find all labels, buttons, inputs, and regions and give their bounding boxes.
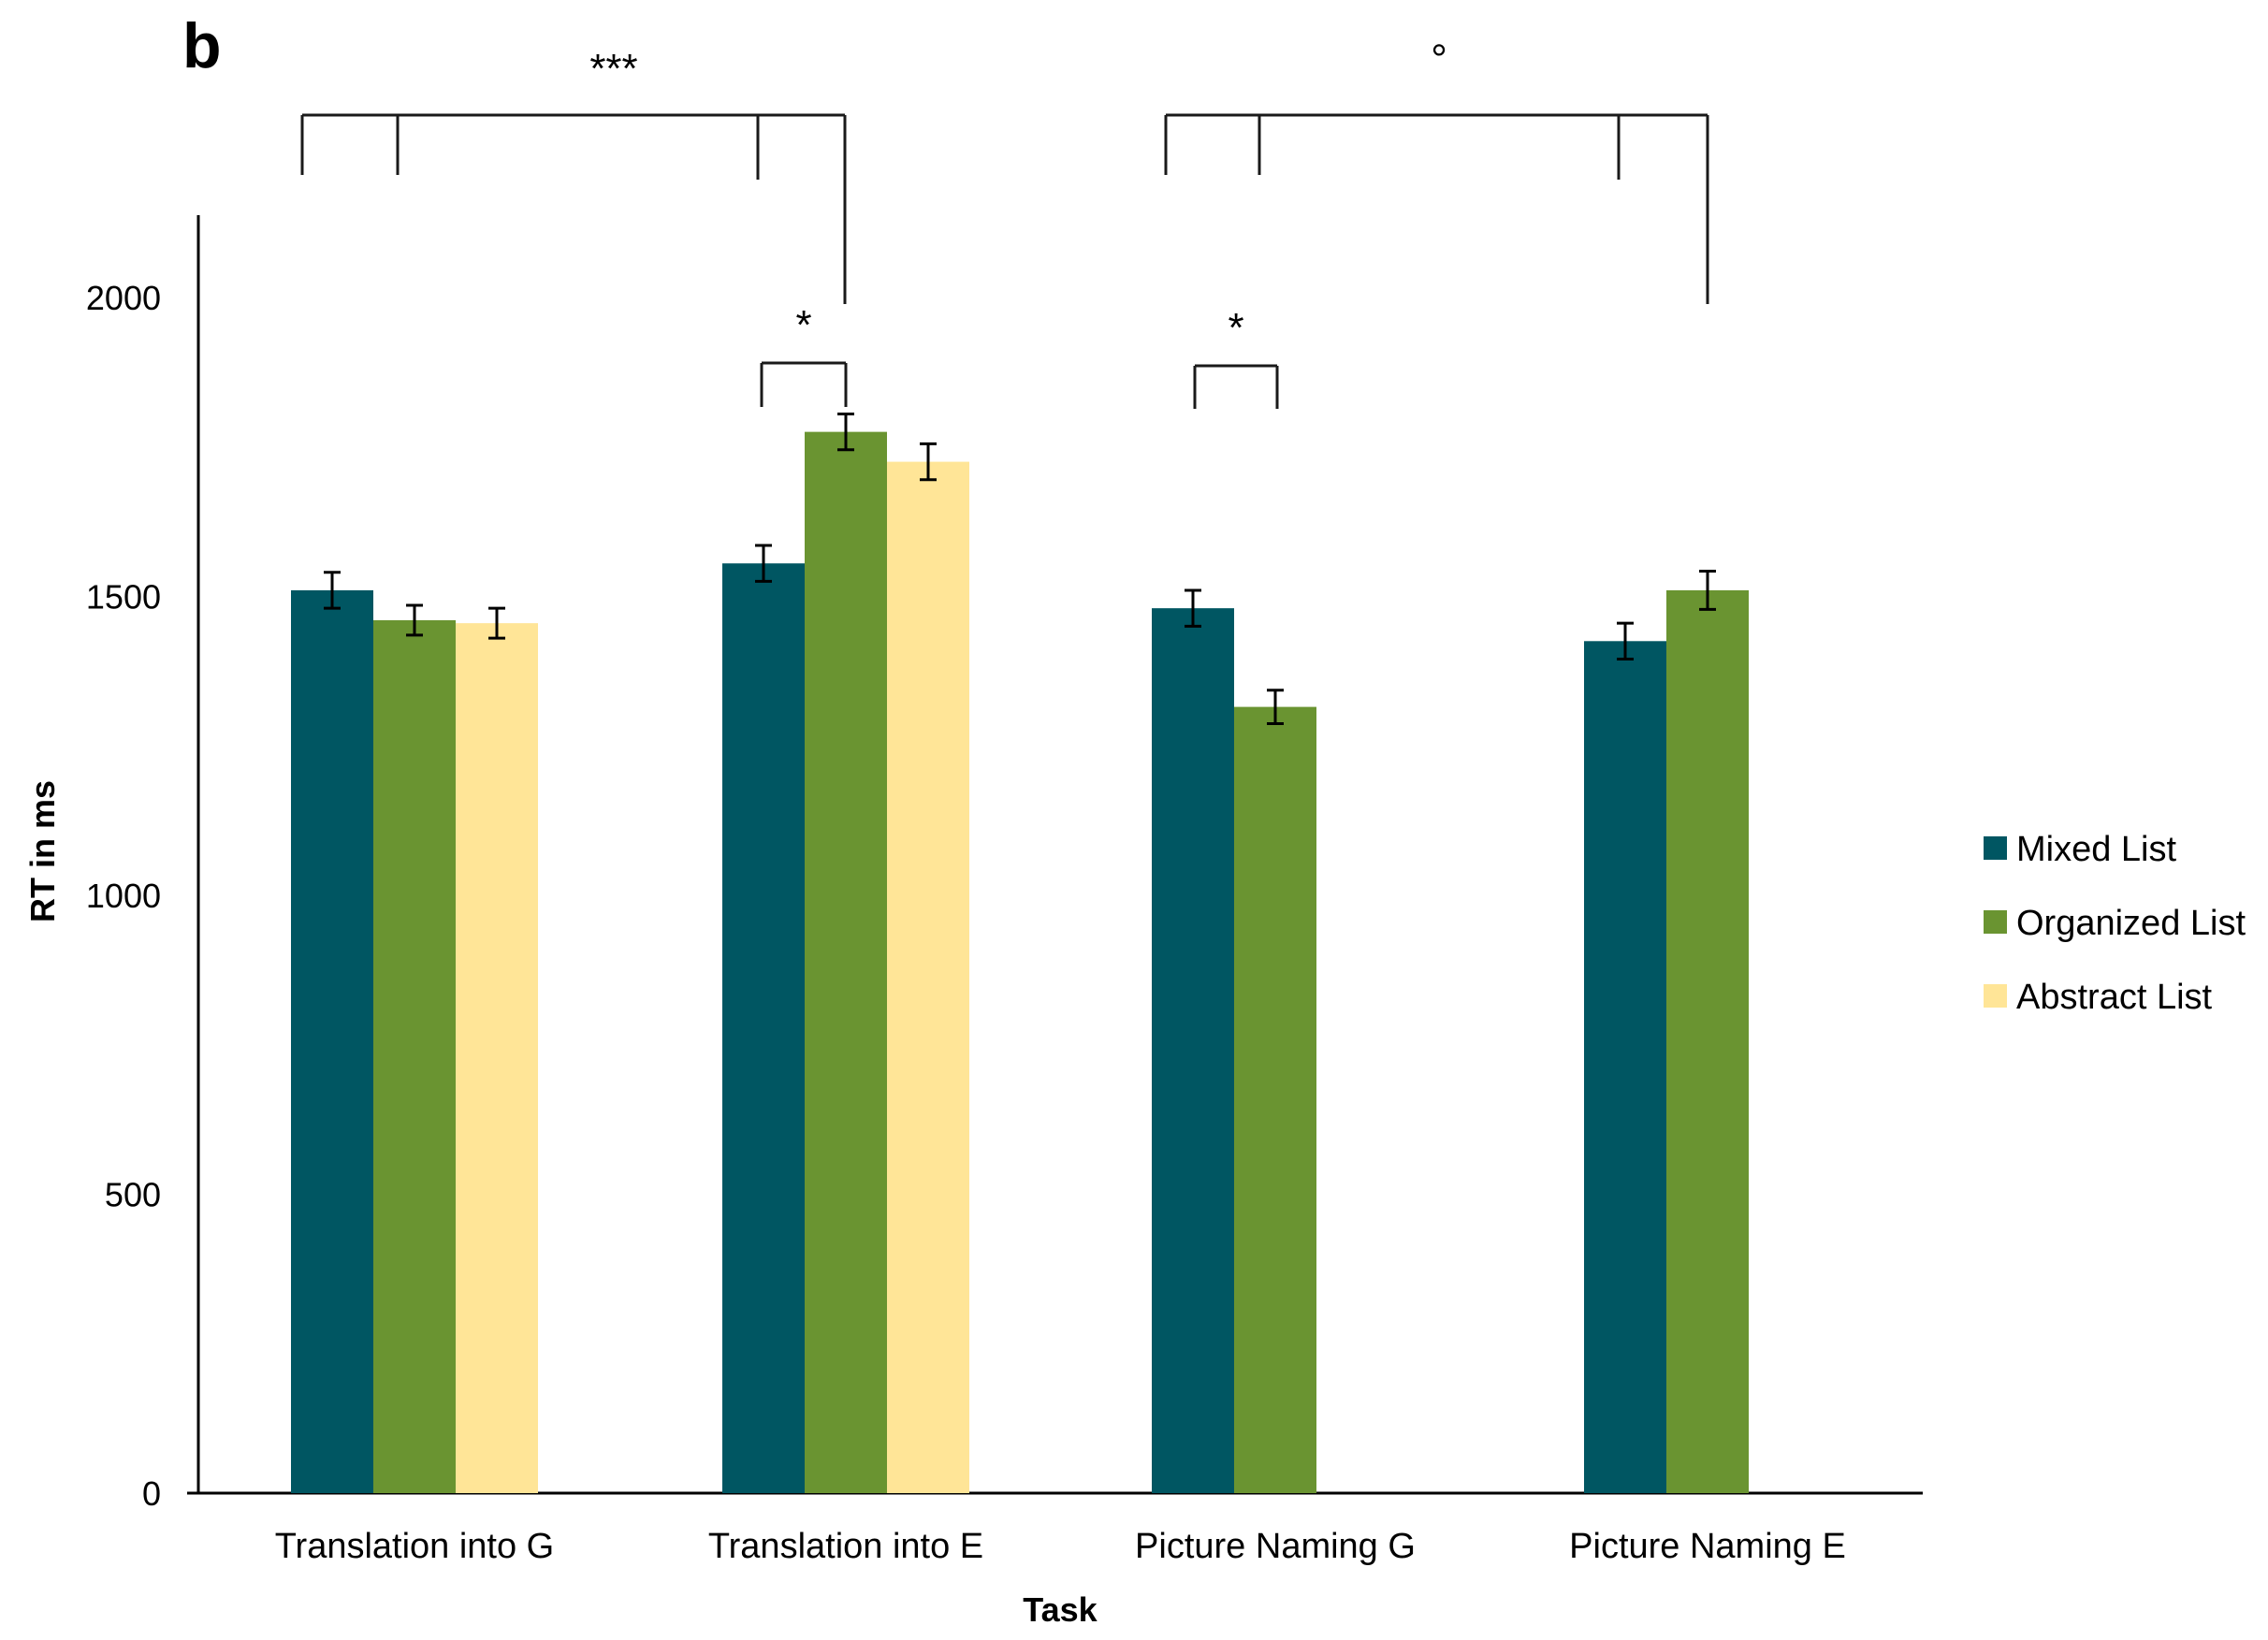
legend-item-organized-list: Organized List: [1984, 904, 2246, 943]
bar-organized-list-translation-into-g: [373, 619, 456, 1493]
legend-swatch: [1984, 836, 2007, 860]
legend-label: Abstract List: [2016, 978, 2213, 1017]
error-bar-mixed-list-picture-naming-g: [1185, 588, 1201, 628]
x-tick-label: Picture Naming G: [1135, 1527, 1416, 1566]
bar-mixed-list-translation-into-g: [291, 589, 373, 1493]
bar-mixed-list-picture-naming-e: [1584, 641, 1666, 1493]
bar-organized-list-picture-naming-e: [1666, 589, 1749, 1493]
legend-swatch: [1984, 910, 2007, 934]
legend-item-mixed-list: Mixed List: [1984, 830, 2176, 869]
legend-label: Mixed List: [2016, 830, 2176, 869]
y-tick-label: 0: [142, 1474, 161, 1513]
significance-label: *: [795, 302, 811, 348]
bar-organized-list-translation-into-e: [805, 431, 887, 1493]
error-bar-organized-list-translation-into-e: [837, 412, 854, 452]
bars: [291, 431, 1749, 1494]
y-tick-label: 500: [105, 1175, 161, 1213]
x-tick-label: Translation into E: [708, 1527, 983, 1566]
error-bar-organized-list-picture-naming-g: [1267, 689, 1284, 725]
y-tick-label: 2000: [86, 279, 161, 317]
category-labels: Translation into G Translation into E Pict…: [275, 1527, 1846, 1566]
legend-label: Organized List: [2016, 904, 2246, 943]
bar-abstract-list-translation-into-e: [887, 461, 969, 1494]
y-tick-labels: 0 500 1000 1500 2000: [86, 279, 161, 1513]
error-bar-organized-list-translation-into-g: [406, 603, 423, 637]
y-axis-title: RT in ms: [23, 780, 62, 922]
error-bar-mixed-list-translation-into-e: [755, 544, 772, 583]
bar-mixed-list-translation-into-e: [722, 563, 805, 1493]
legend-swatch: [1984, 984, 2007, 1008]
significance-label: ***: [589, 46, 637, 92]
bar-abstract-list-translation-into-g: [456, 623, 538, 1493]
x-tick-label: Picture Naming E: [1569, 1527, 1846, 1566]
significance-brackets: *** ° * *: [300, 36, 1709, 409]
legend: Mixed List Organized List Abstract List: [1984, 830, 2246, 1017]
error-bar-abstract-list-translation-into-g: [488, 606, 505, 640]
error-bars: [324, 412, 1716, 725]
bar-organized-list-picture-naming-g: [1234, 706, 1316, 1493]
error-bar-organized-list-picture-naming-e: [1699, 570, 1716, 611]
error-bar-mixed-list-translation-into-g: [324, 571, 341, 610]
significance-label: *: [1228, 305, 1243, 351]
panel-label: b: [182, 10, 222, 81]
legend-item-abstract-list: Abstract List: [1984, 978, 2213, 1017]
x-axis-title: Task: [1023, 1590, 1098, 1629]
y-tick-label: 1000: [86, 877, 161, 915]
significance-label: °: [1431, 36, 1447, 82]
error-bar-abstract-list-translation-into-e: [920, 442, 937, 482]
bar-mixed-list-picture-naming-g: [1152, 608, 1234, 1493]
y-tick-label: 1500: [86, 577, 161, 616]
error-bar-mixed-list-picture-naming-e: [1617, 621, 1634, 660]
x-tick-label: Translation into G: [275, 1527, 555, 1566]
